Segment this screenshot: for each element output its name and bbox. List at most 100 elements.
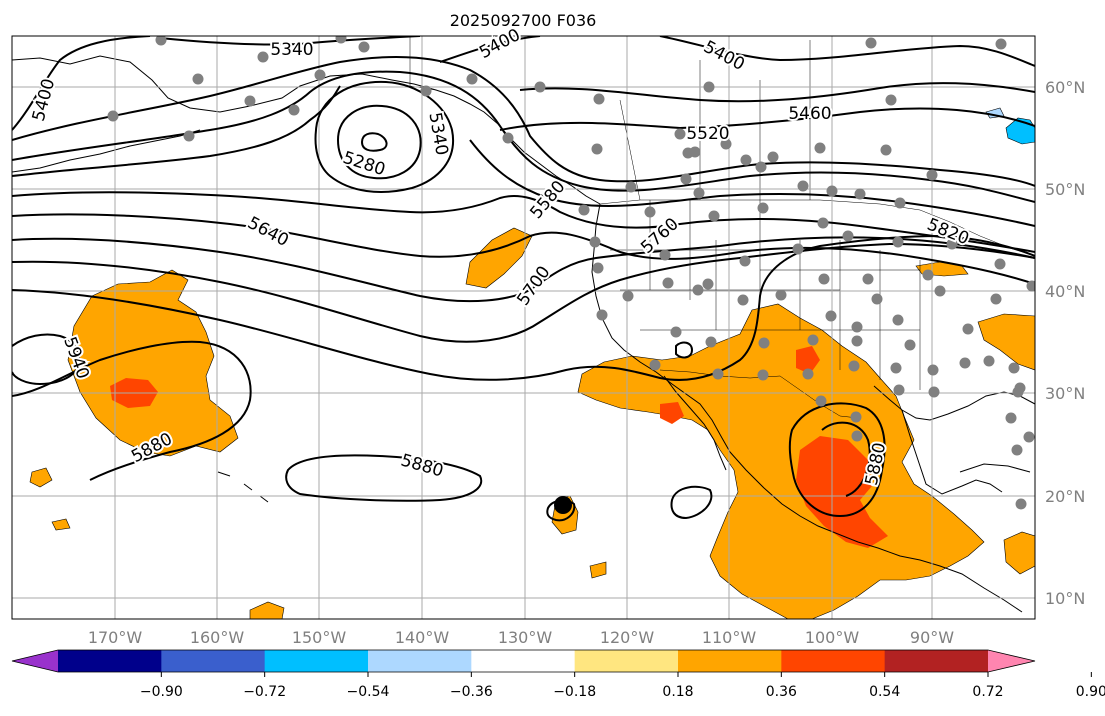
fill-area-small-sw xyxy=(29,467,53,488)
station-dot xyxy=(757,202,769,214)
station-dot xyxy=(649,359,661,371)
station-dot xyxy=(880,144,892,156)
colorbar-tick-label: 0.90 xyxy=(1076,684,1105,700)
contour-5340-low xyxy=(314,80,455,193)
coastlines xyxy=(12,55,1035,613)
station-dot xyxy=(466,73,478,85)
station-dot xyxy=(670,326,682,338)
station-dot xyxy=(946,238,958,250)
height-contours xyxy=(12,36,1035,522)
station-dot xyxy=(702,278,714,290)
fill-area-mexico-core-3 xyxy=(660,402,684,424)
station-dot xyxy=(1015,498,1027,510)
station-dot xyxy=(692,284,704,296)
station-dot xyxy=(802,368,814,380)
station-dot xyxy=(851,430,863,442)
station-dot xyxy=(1012,386,1024,398)
station-dot xyxy=(192,73,204,85)
station-dot xyxy=(659,249,671,261)
contour-5880-east-closed xyxy=(788,402,886,518)
station-dot xyxy=(155,36,167,46)
station-dot xyxy=(850,411,862,423)
lat-label: 30°N xyxy=(1045,384,1085,403)
station-dot xyxy=(892,236,904,248)
lat-label: 60°N xyxy=(1045,78,1085,97)
station-dot xyxy=(708,210,720,222)
station-dot xyxy=(682,147,694,159)
colorbar-extend-low xyxy=(12,650,58,672)
contour-5880-east-closed-2 xyxy=(821,421,871,497)
station-dot xyxy=(814,142,826,154)
colorbar xyxy=(11,649,1036,673)
station-dot xyxy=(358,41,370,53)
station-dot xyxy=(314,69,326,81)
contour-label: 5340 xyxy=(270,40,313,60)
coastline-hawaii xyxy=(217,471,269,503)
colorbar-segment xyxy=(58,650,162,672)
contour-5760 xyxy=(12,242,1035,343)
station-dot xyxy=(927,364,939,376)
station-dot xyxy=(591,143,603,155)
station-dot xyxy=(625,181,637,193)
station-dot xyxy=(962,323,974,335)
colorbar-tick-label: −0.36 xyxy=(450,684,493,700)
contour-5880-closed-center xyxy=(285,454,483,502)
fill-areas xyxy=(29,107,1035,619)
latitude-labels: 60°N 50°N 40°N 30°N 20°N 10°N xyxy=(1045,78,1085,608)
contour-5340-north xyxy=(159,36,421,46)
fill-area-small-sw-2 xyxy=(51,518,71,531)
storm-marker xyxy=(554,496,572,514)
station-dot xyxy=(720,138,732,150)
station-dot xyxy=(926,169,938,181)
station-dot xyxy=(593,93,605,105)
station-dot xyxy=(767,151,779,163)
map-title: 2025092700 F036 xyxy=(450,11,597,30)
station-dot xyxy=(755,161,767,173)
border-us-mexico xyxy=(659,369,859,419)
fill-area-mexico-core-2 xyxy=(796,346,820,374)
station-dot xyxy=(693,187,705,199)
contour-5640 xyxy=(12,213,1035,285)
contour-5700 xyxy=(12,236,1035,303)
station-dot xyxy=(1008,362,1020,374)
station-dot xyxy=(871,293,883,305)
station-dot xyxy=(983,355,995,367)
station-dot xyxy=(928,386,940,398)
station-dot xyxy=(257,51,269,63)
fill-area-south-small xyxy=(589,561,607,579)
colorbar-segment xyxy=(471,650,576,672)
colorbar-tick-label: 0.54 xyxy=(869,684,900,700)
station-dot xyxy=(854,188,866,200)
fill-area-mexico xyxy=(577,303,985,619)
colorbar-tick-label: 0.72 xyxy=(972,684,1003,700)
colorbar-tick-label: 0.18 xyxy=(662,684,693,700)
contour-5940-closed xyxy=(12,333,80,386)
lat-label: 40°N xyxy=(1045,282,1085,301)
lon-label: 150°W xyxy=(292,628,347,647)
lat-label: 10°N xyxy=(1045,589,1085,608)
station-dot xyxy=(596,309,608,321)
station-dot xyxy=(703,81,715,93)
station-dot xyxy=(737,294,749,306)
lon-label: 90°W xyxy=(910,628,954,647)
map-frame xyxy=(11,35,1036,620)
colorbar-tick-label: −0.72 xyxy=(243,684,286,700)
lon-label: 160°W xyxy=(190,628,245,647)
colorbar-tick-label: −0.54 xyxy=(347,684,390,700)
station-dot xyxy=(990,293,1002,305)
lat-label: 20°N xyxy=(1045,487,1085,506)
coastline-west-us xyxy=(591,203,731,453)
contour-5280 xyxy=(336,104,422,180)
station-dot xyxy=(851,335,863,347)
contour-5820 xyxy=(12,234,1035,381)
station-dot xyxy=(994,258,1006,270)
contour-small-ring-2 xyxy=(670,485,713,520)
station-dots xyxy=(107,36,1035,510)
station-dot xyxy=(644,206,656,218)
fill-area-west-pacific xyxy=(67,269,239,457)
contour-5400-nw xyxy=(12,36,151,131)
station-dot xyxy=(589,236,601,248)
contour-small-ring-1 xyxy=(675,341,694,359)
station-dot xyxy=(592,262,604,274)
